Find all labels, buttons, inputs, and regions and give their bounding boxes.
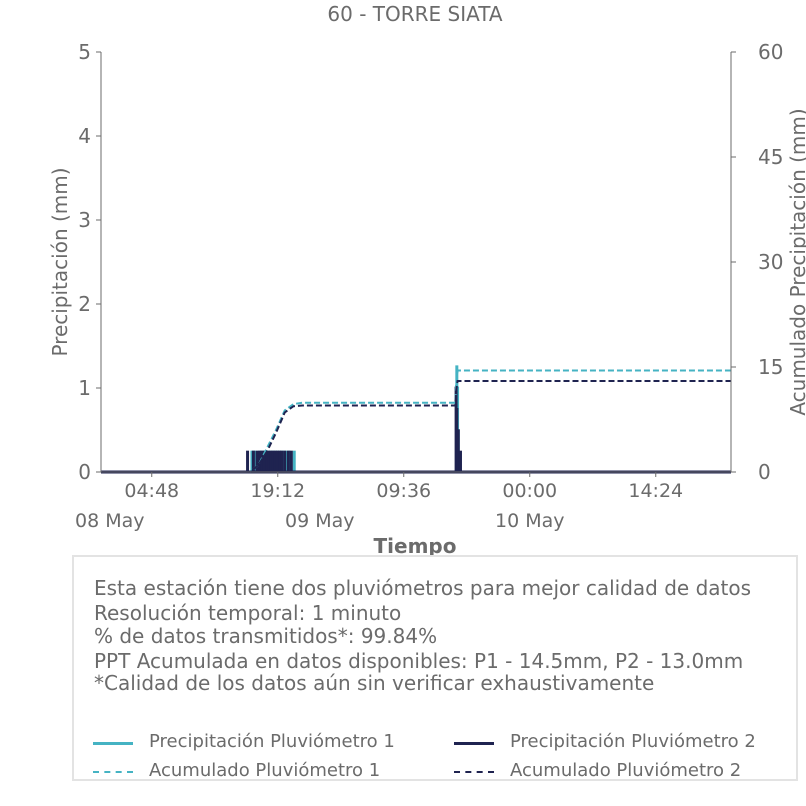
x-axis-label: Tiempo [374, 534, 457, 558]
x-tick-label: 00:00 [502, 480, 557, 502]
series-layer [101, 365, 731, 474]
info-line-resolution: Resolución temporal: 1 minuto [94, 601, 402, 625]
legend-swatch-p1-acum [93, 771, 133, 773]
info-line-accumulated: PPT Acumulada en datos disponibles: P1 -… [94, 649, 744, 673]
info-line-transmitted: % de datos transmitidos*: 99.84% [94, 624, 438, 648]
legend-label-p2-acum: Acumulado Pluviómetro 2 [510, 760, 742, 781]
legend-label-p1-acum: Acumulado Pluviómetro 1 [149, 760, 381, 781]
y2-tick-label: 30 [758, 250, 783, 274]
x-date-label: 10 May [495, 510, 565, 532]
y-tick-label: 1 [78, 376, 91, 400]
y-tick-label: 2 [78, 292, 91, 316]
x-date-label: 08 May [75, 510, 145, 532]
legend-swatch-p1-precip [93, 742, 133, 745]
y2-tick-label: 45 [758, 145, 783, 169]
y2-tick-label: 15 [758, 355, 783, 379]
legend-label-p1-precip: Precipitación Pluviómetro 1 [149, 731, 395, 752]
y-tick-label: 5 [78, 40, 91, 64]
y2-tick-label: 60 [758, 40, 783, 64]
x-tick-label: 04:48 [124, 480, 179, 502]
legend-label-p2-precip: Precipitación Pluviómetro 2 [510, 731, 756, 752]
legend-swatch-p2-precip [454, 742, 494, 745]
info-line-quality: *Calidad de los datos aún sin verificar … [94, 671, 655, 695]
y-tick-label: 0 [78, 460, 91, 484]
info-line-stations: Esta estación tiene dos pluviómetros par… [94, 576, 752, 600]
y-tick-label: 4 [78, 124, 91, 148]
x-tick-label: 14:24 [628, 480, 683, 502]
y-axis-label: Precipitación (mm) [48, 167, 72, 356]
accum-line [101, 380, 731, 473]
x-date-label: 09 May [285, 510, 355, 532]
accum-line [101, 369, 731, 473]
x-tick-label: 19:12 [250, 480, 305, 502]
y-tick-label: 3 [78, 208, 91, 232]
chart-title: 60 - TORRE SIATA [327, 2, 503, 26]
y2-axis-label: Acumulado Precipitación (mm) [786, 108, 806, 415]
info-box: Esta estación tiene dos pluviómetros par… [72, 555, 798, 781]
legend-swatch-p2-acum [454, 771, 494, 773]
y2-tick-label: 0 [758, 460, 771, 484]
x-tick-label: 09:36 [376, 480, 431, 502]
